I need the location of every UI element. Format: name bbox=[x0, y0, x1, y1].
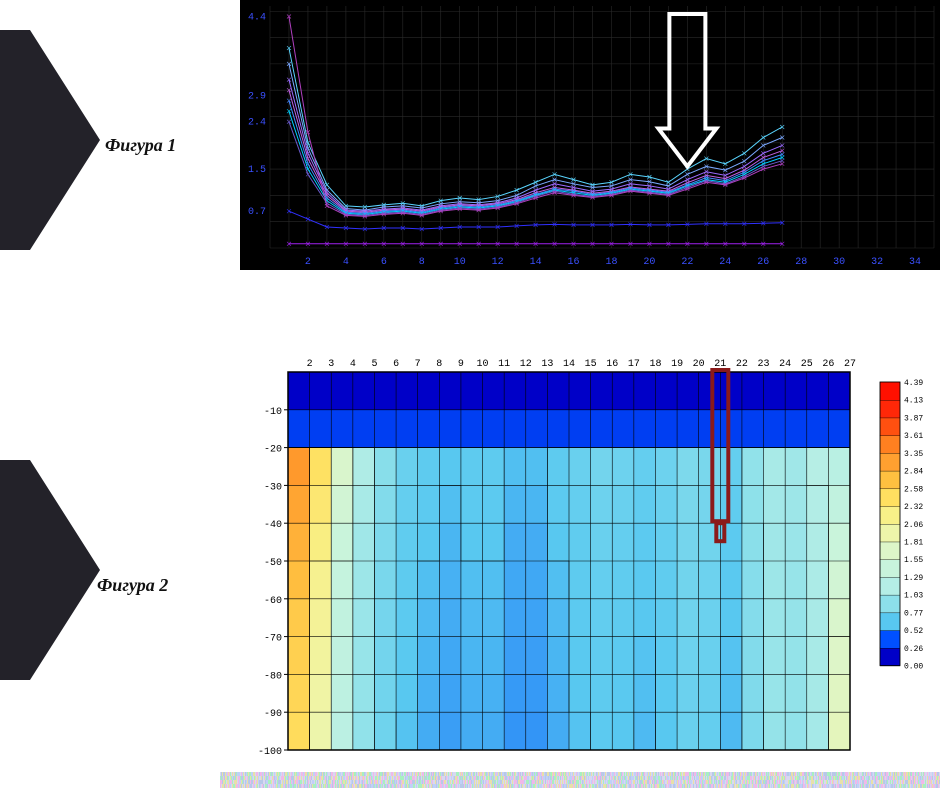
svg-text:3.87: 3.87 bbox=[904, 414, 923, 423]
svg-text:2.32: 2.32 bbox=[904, 503, 923, 512]
svg-text:-100: -100 bbox=[258, 747, 282, 758]
svg-text:11: 11 bbox=[498, 359, 510, 370]
noise-strip-decoration bbox=[220, 772, 940, 788]
svg-text:3.35: 3.35 bbox=[904, 450, 923, 459]
svg-text:10: 10 bbox=[454, 257, 466, 268]
svg-text:5: 5 bbox=[371, 359, 377, 370]
svg-text:18: 18 bbox=[649, 359, 661, 370]
svg-text:9: 9 bbox=[458, 359, 464, 370]
svg-text:-60: -60 bbox=[264, 596, 282, 607]
svg-text:-40: -40 bbox=[264, 520, 282, 531]
svg-text:-20: -20 bbox=[264, 445, 282, 456]
svg-text:-80: -80 bbox=[264, 671, 282, 682]
figure1-chart: 2468101214161820222426283032340.71.52.42… bbox=[240, 0, 940, 270]
svg-text:4.4: 4.4 bbox=[248, 13, 266, 24]
svg-text:2: 2 bbox=[307, 359, 313, 370]
svg-text:1.81: 1.81 bbox=[904, 538, 923, 547]
chevron-decoration-1 bbox=[0, 30, 100, 250]
figure2-heatmap: 2345678910111213141516171819202122232425… bbox=[240, 350, 940, 760]
svg-text:1.5: 1.5 bbox=[248, 165, 266, 176]
svg-text:2.84: 2.84 bbox=[904, 468, 923, 477]
svg-text:22: 22 bbox=[681, 257, 693, 268]
svg-text:27: 27 bbox=[844, 359, 856, 370]
svg-text:24: 24 bbox=[779, 359, 791, 370]
svg-text:0.26: 0.26 bbox=[904, 645, 923, 654]
svg-text:15: 15 bbox=[585, 359, 597, 370]
svg-text:6: 6 bbox=[393, 359, 399, 370]
svg-text:-30: -30 bbox=[264, 482, 282, 493]
svg-text:-10: -10 bbox=[264, 407, 282, 418]
figure1-label: Фигура 1 bbox=[105, 135, 176, 156]
svg-text:0.00: 0.00 bbox=[904, 663, 923, 672]
figure2-label: Фигура 2 bbox=[97, 575, 168, 596]
svg-text:32: 32 bbox=[871, 257, 883, 268]
svg-text:4.13: 4.13 bbox=[904, 397, 923, 406]
svg-text:4.39: 4.39 bbox=[904, 379, 923, 388]
svg-text:26: 26 bbox=[822, 359, 834, 370]
svg-text:26: 26 bbox=[757, 257, 769, 268]
svg-text:8: 8 bbox=[436, 359, 442, 370]
svg-text:1.55: 1.55 bbox=[904, 556, 923, 565]
svg-text:13: 13 bbox=[541, 359, 553, 370]
svg-text:20: 20 bbox=[643, 257, 655, 268]
svg-text:6: 6 bbox=[381, 257, 387, 268]
svg-text:17: 17 bbox=[628, 359, 640, 370]
svg-text:20: 20 bbox=[693, 359, 705, 370]
svg-text:10: 10 bbox=[477, 359, 489, 370]
svg-text:0.52: 0.52 bbox=[904, 627, 923, 636]
svg-text:14: 14 bbox=[563, 359, 575, 370]
svg-text:-50: -50 bbox=[264, 558, 282, 569]
svg-text:-90: -90 bbox=[264, 709, 282, 720]
svg-text:3.61: 3.61 bbox=[904, 432, 923, 441]
svg-text:30: 30 bbox=[833, 257, 845, 268]
svg-text:8: 8 bbox=[419, 257, 425, 268]
svg-text:18: 18 bbox=[605, 257, 617, 268]
svg-text:23: 23 bbox=[758, 359, 770, 370]
svg-text:24: 24 bbox=[719, 257, 731, 268]
svg-text:16: 16 bbox=[606, 359, 618, 370]
svg-text:4: 4 bbox=[343, 257, 349, 268]
svg-text:7: 7 bbox=[415, 359, 421, 370]
svg-text:2.58: 2.58 bbox=[904, 485, 923, 494]
svg-text:0.7: 0.7 bbox=[248, 207, 266, 218]
svg-text:14: 14 bbox=[530, 257, 542, 268]
svg-text:1.29: 1.29 bbox=[904, 574, 923, 583]
svg-text:1.03: 1.03 bbox=[904, 592, 923, 601]
svg-text:25: 25 bbox=[801, 359, 813, 370]
svg-text:19: 19 bbox=[671, 359, 683, 370]
svg-text:-70: -70 bbox=[264, 634, 282, 645]
svg-text:3: 3 bbox=[328, 359, 334, 370]
svg-text:34: 34 bbox=[909, 257, 921, 268]
svg-text:2.9: 2.9 bbox=[248, 91, 266, 102]
svg-text:0.77: 0.77 bbox=[904, 609, 923, 618]
svg-text:4: 4 bbox=[350, 359, 356, 370]
svg-text:2.06: 2.06 bbox=[904, 521, 923, 530]
svg-text:12: 12 bbox=[520, 359, 532, 370]
svg-text:16: 16 bbox=[568, 257, 580, 268]
svg-text:2: 2 bbox=[305, 257, 311, 268]
svg-text:28: 28 bbox=[795, 257, 807, 268]
svg-text:12: 12 bbox=[492, 257, 504, 268]
svg-text:22: 22 bbox=[736, 359, 748, 370]
svg-text:2.4: 2.4 bbox=[248, 118, 266, 129]
chevron-decoration-2 bbox=[0, 460, 100, 680]
